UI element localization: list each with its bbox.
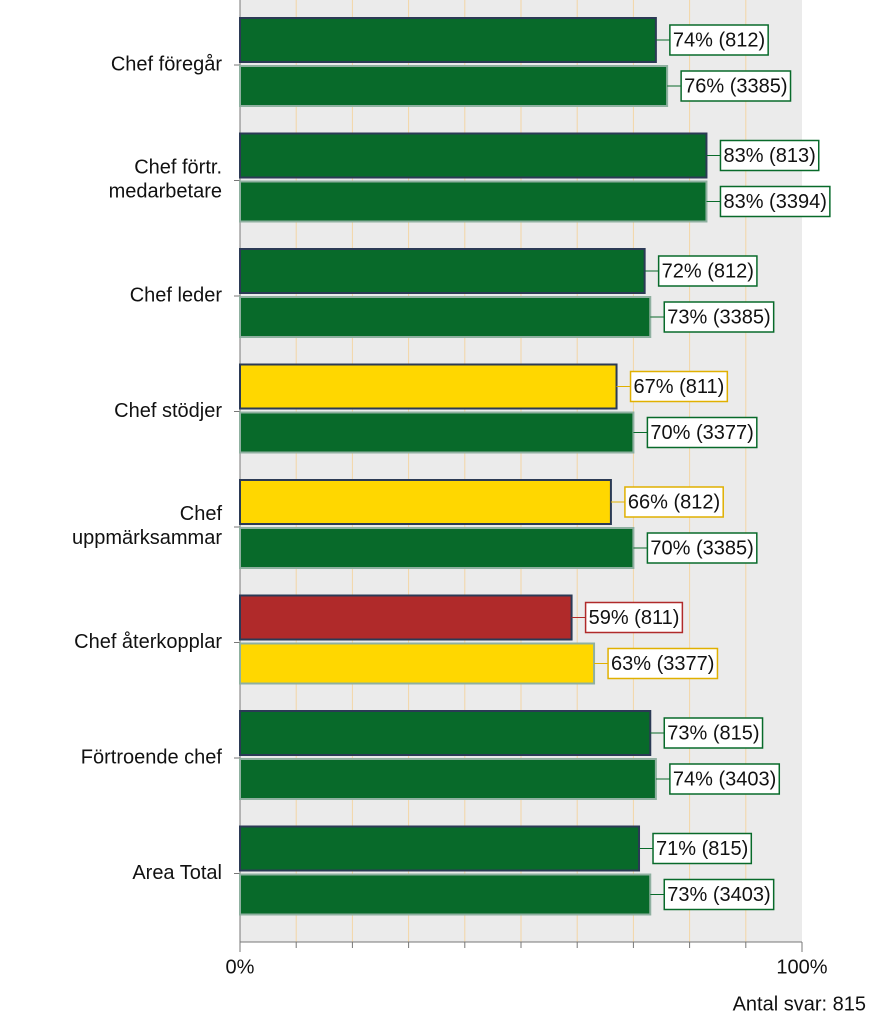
bar (239, 873, 652, 916)
value-label: 63% (3377) (611, 653, 714, 675)
label-box (663, 878, 775, 911)
value-label: 83% (813) (723, 145, 815, 167)
bar (239, 479, 612, 525)
value-label: 67% (811) (634, 376, 725, 398)
value-label: 66% (812) (628, 491, 720, 513)
value-label: 59% (811) (589, 607, 680, 629)
value-label: 71% (815) (656, 838, 748, 860)
value-label: 72% (812) (662, 260, 754, 282)
y-tick-label: Chef leder (130, 284, 223, 306)
y-tick-label: Chef återkopplar (74, 631, 222, 653)
label-box (584, 601, 684, 634)
x-tick-label: 100% (776, 956, 827, 978)
bar (239, 248, 646, 294)
label-box (663, 717, 764, 749)
y-tick-label: Area Total (132, 862, 222, 884)
bar (239, 65, 669, 107)
value-label: 83% (3394) (723, 191, 826, 213)
bar (239, 825, 641, 872)
bar (239, 17, 657, 63)
bar (239, 411, 635, 454)
value-label: 70% (3377) (650, 422, 753, 444)
bar (239, 710, 652, 756)
bar (239, 758, 657, 800)
label-box (719, 185, 831, 218)
value-label: 74% (3403) (673, 768, 776, 790)
bar (239, 642, 596, 685)
label-box (669, 24, 769, 56)
value-label: 70% (3385) (650, 537, 753, 559)
label-box (624, 486, 724, 518)
label-box (663, 301, 775, 333)
value-label: 73% (3403) (667, 884, 770, 906)
y-tick-label: Chef uppmärksammar (72, 503, 222, 549)
label-box (629, 370, 729, 403)
bar (239, 296, 652, 338)
y-tick-label: Chef stödjer (114, 400, 222, 422)
label-box (657, 255, 758, 287)
value-label: 73% (815) (667, 722, 759, 744)
bar (239, 594, 573, 641)
value-label: 73% (3385) (667, 306, 770, 328)
y-tick-label: Chef förtr. medarbetare (109, 157, 222, 203)
bar (239, 132, 708, 179)
footer: Antal svar: 815 (733, 993, 866, 1015)
label-box (719, 139, 820, 172)
bar (239, 527, 635, 569)
bar (239, 180, 708, 223)
y-tick-label: Förtroende chef (81, 746, 223, 768)
label-box (669, 763, 781, 795)
label-box (652, 832, 753, 865)
label-box (646, 532, 758, 564)
value-label: 74% (812) (673, 29, 765, 51)
x-tick-label: 0% (226, 956, 255, 978)
bar (239, 363, 618, 410)
value-label: 76% (3385) (684, 75, 787, 97)
y-tick-label: Chef föregår (111, 53, 223, 75)
label-box (680, 70, 792, 102)
label-box (646, 416, 758, 449)
label-box (607, 647, 719, 680)
